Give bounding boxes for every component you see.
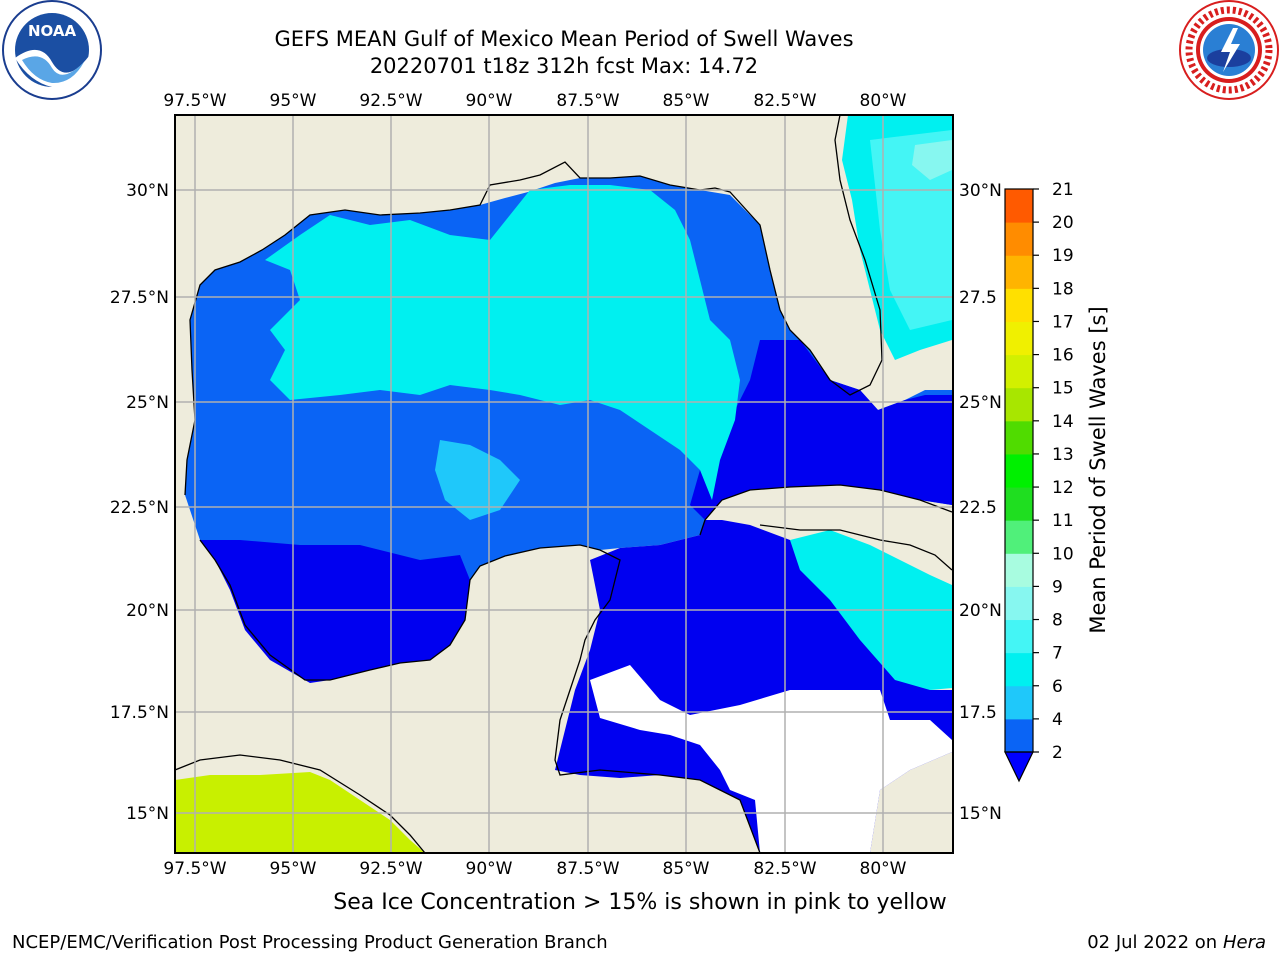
footer-date: 02 Jul 2022 on Hera [1087, 932, 1266, 953]
colorbar-segment [1005, 553, 1033, 587]
colorbar-segment [1005, 354, 1033, 389]
lon-label-top: 92.5°W [359, 91, 422, 111]
lat-label-right: 22.5 [959, 498, 997, 518]
lat-label-right: 15°N [959, 804, 1002, 824]
map-title: GEFS MEAN Gulf of Mexico Mean Period of … [274, 27, 854, 51]
colorbar-tick-label: 14 [1052, 412, 1074, 432]
colorbar-tick-label: 2 [1052, 743, 1063, 763]
lon-label-top: 82.5°W [753, 91, 816, 111]
lon-label-top: 80°W [860, 91, 907, 111]
lon-label-bottom: 95°W [270, 859, 317, 879]
lon-label-bottom: 82.5°W [753, 859, 816, 879]
sea-ice-note: Sea Ice Concentration > 15% is shown in … [333, 890, 947, 915]
colorbar-segment [1005, 685, 1033, 720]
colorbar-tick-label: 6 [1052, 677, 1063, 697]
map-gridlines [175, 115, 953, 853]
colorbar-segment [1005, 321, 1033, 356]
colorbar-tick-label: 12 [1052, 478, 1074, 498]
colorbar-tick-label: 11 [1052, 511, 1074, 531]
gulf-field-light [435, 440, 520, 520]
lat-label-left: 27.5°N [110, 288, 169, 308]
colorbar-tick-label: 19 [1052, 246, 1074, 266]
lat-label-left: 25°N [126, 393, 169, 413]
lon-label-bottom: 90°W [466, 859, 513, 879]
lon-label-bottom: 87.5°W [556, 859, 619, 879]
colorbar-segment [1005, 453, 1033, 488]
colorbar-tick-label: 17 [1052, 312, 1074, 332]
colorbar-segment [1005, 718, 1033, 753]
lat-label-right: 17.5 [959, 703, 997, 723]
colorbar-tick-label: 10 [1052, 544, 1074, 564]
colorbar-segment [1005, 619, 1033, 654]
colorbar-segment [1005, 520, 1033, 554]
lat-label-left: 30°N [126, 181, 169, 201]
lon-label-bottom: 97.5°W [163, 859, 226, 879]
colorbar-segment [1005, 222, 1033, 256]
colorbar-segment [1005, 420, 1033, 455]
lon-label-bottom: 92.5°W [359, 859, 422, 879]
lat-label-right: 30°N [959, 181, 1002, 201]
colorbar-segment [1005, 189, 1033, 223]
lon-label-top: 95°W [270, 91, 317, 111]
colorbar-tick-label: 7 [1052, 644, 1063, 664]
colorbar-label: Mean Period of Swell Waves [s] [1086, 306, 1110, 633]
colorbar-segment [1005, 487, 1033, 521]
footer-credit: NCEP/EMC/Verification Post Processing Pr… [12, 932, 608, 953]
lat-label-right: 25°N [959, 393, 1002, 413]
atlantic-field-pale [912, 140, 952, 180]
lon-label-top: 85°W [663, 91, 710, 111]
colorbar-segment [1005, 255, 1033, 289]
lat-label-left: 15°N [126, 804, 169, 824]
lat-label-right: 27.5 [959, 288, 997, 308]
lat-label-left: 20°N [126, 601, 169, 621]
colorbar-segment [1005, 652, 1033, 687]
colorbar-segment [1005, 288, 1033, 322]
footer-date-text: 02 Jul 2022 on [1087, 932, 1223, 953]
colorbar-frame [1004, 188, 1034, 753]
footer-host: Hera [1222, 932, 1266, 953]
lat-label-right: 20°N [959, 601, 1002, 621]
lon-label-top: 90°W [466, 91, 513, 111]
map-subtitle: 20220701 t18z 312h fcst Max: 14.72 [369, 54, 759, 78]
svg-text:NOAA: NOAA [28, 22, 77, 40]
colorbar-tick-label: 15 [1052, 379, 1074, 399]
colorbar-tick-label: 20 [1052, 213, 1074, 233]
lon-label-top: 97.5°W [163, 91, 226, 111]
colorbar-extend-triangle [1004, 751, 1034, 783]
lat-label-left: 17.5°N [110, 703, 169, 723]
lat-label-left: 22.5°N [110, 498, 169, 518]
colorbar-tick-label: 18 [1052, 279, 1074, 299]
colorbar-tick-label: 16 [1052, 346, 1074, 366]
gulf-field-cyan [265, 185, 740, 500]
atlantic-field-light [870, 130, 952, 330]
noaa-logo: NOAA [2, 0, 102, 100]
colorbar-tick-label: 9 [1052, 577, 1063, 597]
colorbar-tick-label: 8 [1052, 611, 1063, 631]
gulf-field-deep [200, 540, 470, 683]
lon-label-top: 87.5°W [556, 91, 619, 111]
nws-logo [1179, 0, 1279, 100]
colorbar-tick-label: 13 [1052, 445, 1074, 465]
colorbar-segment [1005, 387, 1033, 422]
colorbar-segment [1005, 586, 1033, 621]
colorbar-tick-label: 4 [1052, 710, 1063, 730]
lon-label-bottom: 80°W [860, 859, 907, 879]
straits-field-deep [690, 340, 952, 520]
lon-label-bottom: 85°W [663, 859, 710, 879]
map-frame [174, 114, 954, 854]
colorbar-tick-label: 21 [1052, 180, 1074, 200]
